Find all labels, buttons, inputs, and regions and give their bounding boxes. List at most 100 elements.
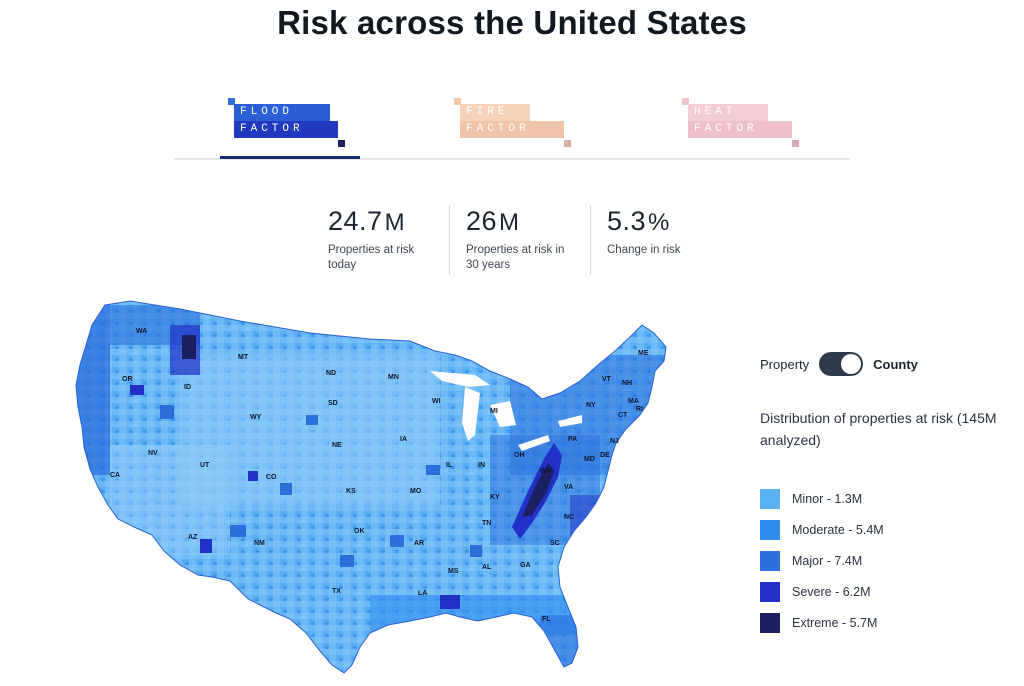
- state-label-mn: MN: [388, 374, 399, 381]
- stat-properties-30-years: 26M Properties at risk in 30 years: [449, 205, 566, 275]
- state-label-wi: WI: [432, 398, 441, 405]
- legend-item-severe: Severe - 6.2M: [760, 576, 1000, 607]
- stat-properties-today: 24.7M Properties at risk today: [312, 205, 428, 275]
- state-label-mt: MT: [238, 354, 249, 361]
- stat-value: 26M: [466, 206, 520, 236]
- state-label-wy: WY: [250, 414, 262, 421]
- view-toggle-switch[interactable]: [819, 352, 864, 376]
- legend-swatch: [760, 612, 780, 633]
- state-label-or: OR: [122, 376, 133, 383]
- state-label-in: IN: [478, 462, 485, 469]
- lake-michigan: [462, 387, 480, 441]
- legend-swatch: [760, 488, 780, 509]
- lake-superior: [430, 371, 490, 387]
- legend-label: Extreme - 5.7M: [792, 615, 878, 630]
- risk-stats: 24.7M Properties at risk today 26M Prope…: [312, 205, 702, 275]
- legend-label: Major - 7.4M: [792, 553, 863, 568]
- state-label-nm: NM: [254, 540, 265, 547]
- heat-factor-logo: HEAT FACTOR: [680, 96, 800, 148]
- tab-fire-factor[interactable]: FIRE FACTOR: [446, 88, 586, 158]
- state-label-ut: UT: [200, 462, 210, 469]
- legend-swatch: [760, 550, 780, 571]
- legend-item-minor: Minor - 1.3M: [760, 483, 1000, 514]
- legend-swatch: [760, 519, 780, 540]
- state-label-md: MD: [584, 456, 595, 463]
- state-label-ok: OK: [354, 528, 365, 535]
- state-label-nd: ND: [326, 370, 336, 377]
- state-label-nc: NC: [564, 514, 574, 521]
- state-label-me: ME: [638, 350, 649, 357]
- state-label-co: CO: [266, 474, 277, 481]
- legend-label: Moderate - 5.4M: [792, 522, 884, 537]
- state-labels: WA OR CA ID NV MT WY UT AZ CO NM ND SD N…: [110, 328, 649, 623]
- state-label-la: LA: [418, 590, 427, 597]
- state-label-ia: IA: [400, 436, 407, 443]
- state-label-nh: NH: [622, 380, 632, 387]
- flood-factor-line2: FACTOR: [234, 121, 338, 138]
- state-label-sc: SC: [550, 540, 560, 547]
- heat-factor-line2: FACTOR: [688, 121, 792, 138]
- state-label-wa: WA: [136, 328, 147, 335]
- state-label-ms: MS: [448, 568, 459, 575]
- state-label-nv: NV: [148, 450, 158, 457]
- stat-change-in-risk: 5.3% Change in risk: [590, 205, 707, 275]
- stat-label: Properties at risk today: [328, 244, 415, 271]
- state-label-tx: TX: [332, 588, 341, 595]
- state-label-id: ID: [184, 384, 191, 391]
- state-label-mo: MO: [410, 488, 422, 495]
- state-label-nj: NJ: [610, 438, 619, 445]
- state-label-ny: NY: [586, 402, 596, 409]
- risk-factor-tabs: FLOOD FACTOR FIRE FACTOR HEAT FACTOR: [174, 80, 850, 160]
- legend-item-major: Major - 7.4M: [760, 545, 1000, 576]
- state-label-ca: CA: [110, 472, 120, 479]
- heat-factor-line1: HEAT: [688, 104, 768, 121]
- us-county-choropleth[interactable]: WA OR CA ID NV MT WY UT AZ CO NM ND SD N…: [70, 295, 680, 680]
- flood-factor-logo: FLOOD FACTOR: [226, 96, 346, 148]
- state-label-de: DE: [600, 452, 610, 459]
- legend-swatch: [760, 581, 780, 602]
- state-label-ri: RI: [636, 406, 643, 413]
- stat-label: Properties at risk in 30 years: [466, 244, 565, 271]
- legend-label: Minor - 1.3M: [792, 491, 863, 506]
- state-label-az: AZ: [188, 534, 198, 541]
- state-label-ar: AR: [414, 540, 424, 547]
- tab-heat-factor[interactable]: HEAT FACTOR: [674, 88, 814, 158]
- state-label-tn: TN: [482, 520, 491, 527]
- risk-legend: Minor - 1.3M Moderate - 5.4M Major - 7.4…: [760, 483, 1000, 638]
- state-label-al: AL: [482, 564, 492, 571]
- fire-factor-line2: FACTOR: [460, 121, 564, 138]
- state-label-mi: MI: [490, 408, 498, 415]
- state-label-va: VA: [564, 484, 573, 491]
- legend-item-extreme: Extreme - 5.7M: [760, 607, 1000, 638]
- fire-factor-line1: FIRE: [460, 104, 530, 121]
- state-label-il: IL: [446, 462, 453, 469]
- state-label-pa: PA: [568, 436, 577, 443]
- state-label-sd: SD: [328, 400, 338, 407]
- state-label-ne: NE: [332, 442, 342, 449]
- state-label-ky: KY: [490, 494, 500, 501]
- state-label-ks: KS: [346, 488, 356, 495]
- fire-factor-logo: FIRE FACTOR: [452, 96, 572, 148]
- us-risk-map[interactable]: WA OR CA ID NV MT WY UT AZ CO NM ND SD N…: [70, 295, 680, 680]
- stat-label: Change in risk: [607, 244, 681, 256]
- state-label-ga: GA: [520, 562, 531, 569]
- state-label-ct: CT: [618, 412, 628, 419]
- page-title: Risk across the United States: [277, 4, 747, 41]
- state-label-vt: VT: [602, 376, 612, 383]
- county-fills: [76, 301, 666, 673]
- property-county-toggle: Property County: [760, 350, 918, 378]
- lake-ontario: [558, 415, 582, 427]
- state-label-fl: FL: [542, 616, 551, 623]
- toggle-label-property[interactable]: Property: [760, 356, 810, 372]
- toggle-knob: [841, 354, 862, 374]
- toggle-label-county[interactable]: County: [873, 356, 918, 372]
- lake-huron: [490, 401, 516, 427]
- legend-label: Severe - 6.2M: [792, 584, 871, 599]
- lake-erie: [518, 435, 550, 451]
- state-label-wv: WV: [540, 468, 552, 475]
- tab-flood-factor[interactable]: FLOOD FACTOR: [220, 88, 360, 159]
- state-label-ma: MA: [628, 398, 639, 405]
- stat-value: 5.3%: [607, 206, 670, 236]
- flood-factor-line1: FLOOD: [234, 104, 330, 121]
- distribution-title: Distribution of properties at risk (145M…: [760, 410, 997, 448]
